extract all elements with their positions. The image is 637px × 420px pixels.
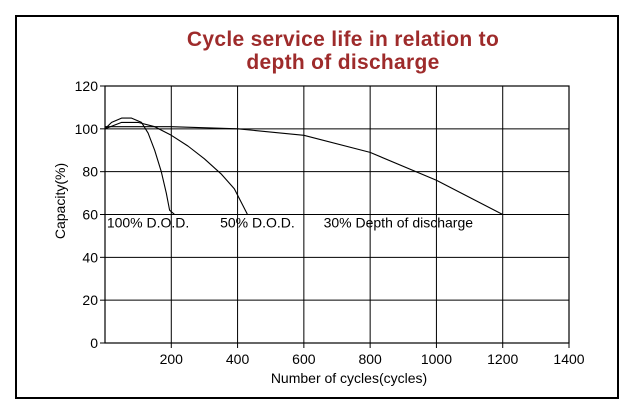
annotations: 100% D.O.D. 50% D.O.D. 30% Depth of discha… xyxy=(107,214,473,230)
chart-title-line-2: depth of discharge xyxy=(246,51,439,74)
series-line-1 xyxy=(104,117,175,215)
chart-frame: Cycle service life in relation to depth … xyxy=(15,15,619,399)
chart: Cycle service life in relation to depth … xyxy=(52,28,585,386)
x-tick-label: 1400 xyxy=(553,351,584,367)
annotation-3: 30% Depth of discharge xyxy=(324,214,474,230)
y-tick-label: 20 xyxy=(82,292,98,308)
annotation-1: 100% D.O.D. xyxy=(107,214,189,230)
series-line-3 xyxy=(105,126,503,215)
x-tick-label: 800 xyxy=(358,351,382,367)
x-tick-label: 400 xyxy=(226,351,250,367)
x-tick-label: 200 xyxy=(160,351,184,367)
y-tick-label: 60 xyxy=(82,207,98,223)
y-tick-label: 0 xyxy=(90,335,98,351)
grid-lines xyxy=(105,86,569,343)
chart-title-line-1: Cycle service life in relation to xyxy=(187,28,499,51)
series-group xyxy=(104,117,503,215)
y-tick-label: 120 xyxy=(75,78,99,94)
x-tick-label: 600 xyxy=(292,351,316,367)
y-axis-label: Capacity(%) xyxy=(52,163,68,239)
x-axis-ticks: 200 400 600 800 1000 1200 1400 xyxy=(160,343,585,367)
x-tick-label: 1000 xyxy=(421,351,452,367)
series-line-2 xyxy=(104,121,248,215)
x-axis-label: Number of cycles(cycles) xyxy=(271,370,427,386)
y-tick-label: 100 xyxy=(75,121,99,137)
x-tick-label: 1200 xyxy=(487,351,518,367)
y-tick-label: 40 xyxy=(82,249,98,265)
annotation-2: 50% D.O.D. xyxy=(220,214,295,230)
y-axis-ticks: 0 20 40 60 80 100 120 xyxy=(75,78,105,351)
y-tick-label: 80 xyxy=(82,164,98,180)
